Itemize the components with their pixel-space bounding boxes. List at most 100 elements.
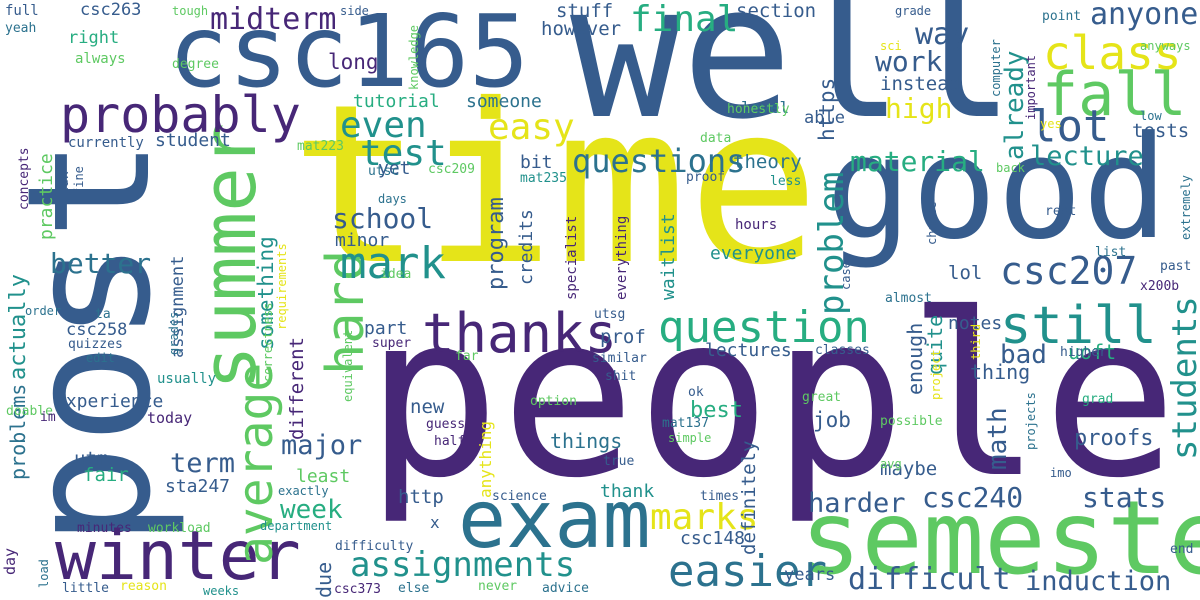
word-credits: credits	[516, 209, 537, 285]
word-today: today	[147, 409, 193, 427]
word-average: average	[228, 362, 284, 565]
word-able: able	[804, 108, 845, 128]
word-everything: everything	[614, 215, 630, 300]
word-avg: avg	[880, 457, 902, 471]
word-waitlist: waitlist	[658, 213, 679, 300]
word-csc240: csc240	[922, 481, 1024, 514]
word-fair: fair	[83, 464, 129, 486]
word-program: program	[484, 197, 509, 290]
word-requirements: requirements	[275, 243, 289, 330]
word-option: option	[530, 394, 577, 409]
word-side: side	[340, 4, 369, 18]
word-edit: edit	[86, 351, 115, 365]
word-lecture: lecture	[1030, 141, 1144, 172]
word-problem: problem	[812, 171, 852, 315]
word-utsc: utsc	[368, 164, 400, 179]
word-great: great	[802, 390, 842, 405]
word-winter: winter	[55, 517, 301, 596]
word-material: material	[850, 145, 985, 178]
word-better: better	[50, 247, 152, 280]
word-high: high	[885, 92, 953, 125]
word-yet: yet	[378, 158, 411, 179]
word-level: level	[741, 98, 790, 117]
word-load: load	[37, 559, 51, 588]
word-semester: semester	[800, 479, 1200, 598]
word-test: test	[360, 133, 447, 174]
word-currently: currently	[68, 135, 144, 151]
word-major: major	[281, 430, 363, 461]
word-practice: practice	[36, 153, 57, 240]
word-job: job	[813, 408, 851, 432]
word-things: things	[550, 429, 623, 453]
word-however: however	[541, 18, 622, 40]
word-always: always	[75, 51, 126, 67]
word-right: right	[68, 28, 120, 48]
word-department: department	[260, 519, 333, 533]
word-everyone: everyone	[710, 243, 797, 264]
word-fine: fine	[72, 166, 86, 195]
word-uoft: uoft	[1068, 340, 1117, 364]
word-extremely: extremely	[1179, 174, 1193, 240]
word-induction: induction	[1025, 566, 1172, 597]
word-important: important	[1024, 54, 1038, 120]
word-grad: grad	[1082, 392, 1114, 407]
word-class: class	[1043, 26, 1182, 80]
word-midterm: midterm	[210, 2, 337, 37]
word-math: math	[983, 407, 1013, 470]
word-guess: guess	[426, 417, 466, 432]
word-past: past	[1160, 259, 1192, 274]
word-concepts: concepts	[17, 147, 32, 210]
word-knowledge: knowledge	[407, 24, 421, 90]
word-csc165: csc165	[168, 0, 530, 110]
word-reason: reason	[120, 579, 167, 594]
word-shit: shit	[605, 369, 637, 384]
word-theory: theory	[733, 151, 802, 173]
word-section: section	[736, 0, 817, 22]
word-never: never	[478, 579, 518, 594]
word-utm: utm	[74, 448, 109, 470]
word-term: term	[170, 448, 236, 479]
word-classes: classes	[815, 343, 870, 358]
word-csc207: csc207	[1000, 249, 1138, 293]
word-assignments: assignments	[350, 545, 576, 585]
word-anything: anything	[476, 420, 495, 498]
word-workload: workload	[148, 521, 211, 536]
word-probably: probably	[60, 86, 301, 144]
word-sci: sci	[880, 39, 902, 53]
word-lot: lot	[1030, 101, 1110, 152]
word-marks: marks	[650, 497, 759, 538]
word-chance: chance	[925, 201, 939, 245]
word-maybe: maybe	[880, 458, 938, 480]
word-little: little	[62, 581, 109, 596]
word-actually: actually	[6, 274, 31, 380]
word-time: time	[290, 57, 820, 313]
word-part: part	[364, 318, 408, 339]
word-end: end	[1170, 542, 1194, 557]
word-half: half	[434, 434, 466, 449]
word-enough: enough	[903, 322, 927, 395]
word-well: well	[570, 0, 1016, 160]
word-science: science	[492, 489, 547, 504]
word-anyways: anyways	[1140, 39, 1191, 53]
word-anyone: anyone	[1090, 0, 1199, 32]
word-back: back	[996, 161, 1025, 175]
word-order: order	[25, 304, 62, 318]
word-difficult: difficult	[848, 562, 1011, 597]
word-equivalent: equivalent	[341, 329, 355, 402]
word-prof: prof	[600, 326, 646, 348]
word-simple: simple	[668, 431, 712, 445]
word-csc148: csc148	[680, 528, 746, 549]
word-advice: advice	[542, 581, 589, 596]
word-way: way	[915, 17, 970, 52]
word-times: times	[700, 489, 740, 504]
word-lol: lol	[948, 262, 983, 284]
word-quizzes: quizzes	[68, 337, 123, 352]
word-people: people	[365, 266, 1178, 528]
word-bad: bad	[1000, 340, 1047, 370]
word-csc258: csc258	[66, 320, 128, 340]
word-ta: ta	[95, 307, 111, 322]
word-students: students	[1165, 296, 1200, 460]
word-tough: tough	[172, 4, 209, 18]
word-mat137: mat137	[662, 416, 709, 431]
word-low: low	[1140, 109, 1162, 123]
